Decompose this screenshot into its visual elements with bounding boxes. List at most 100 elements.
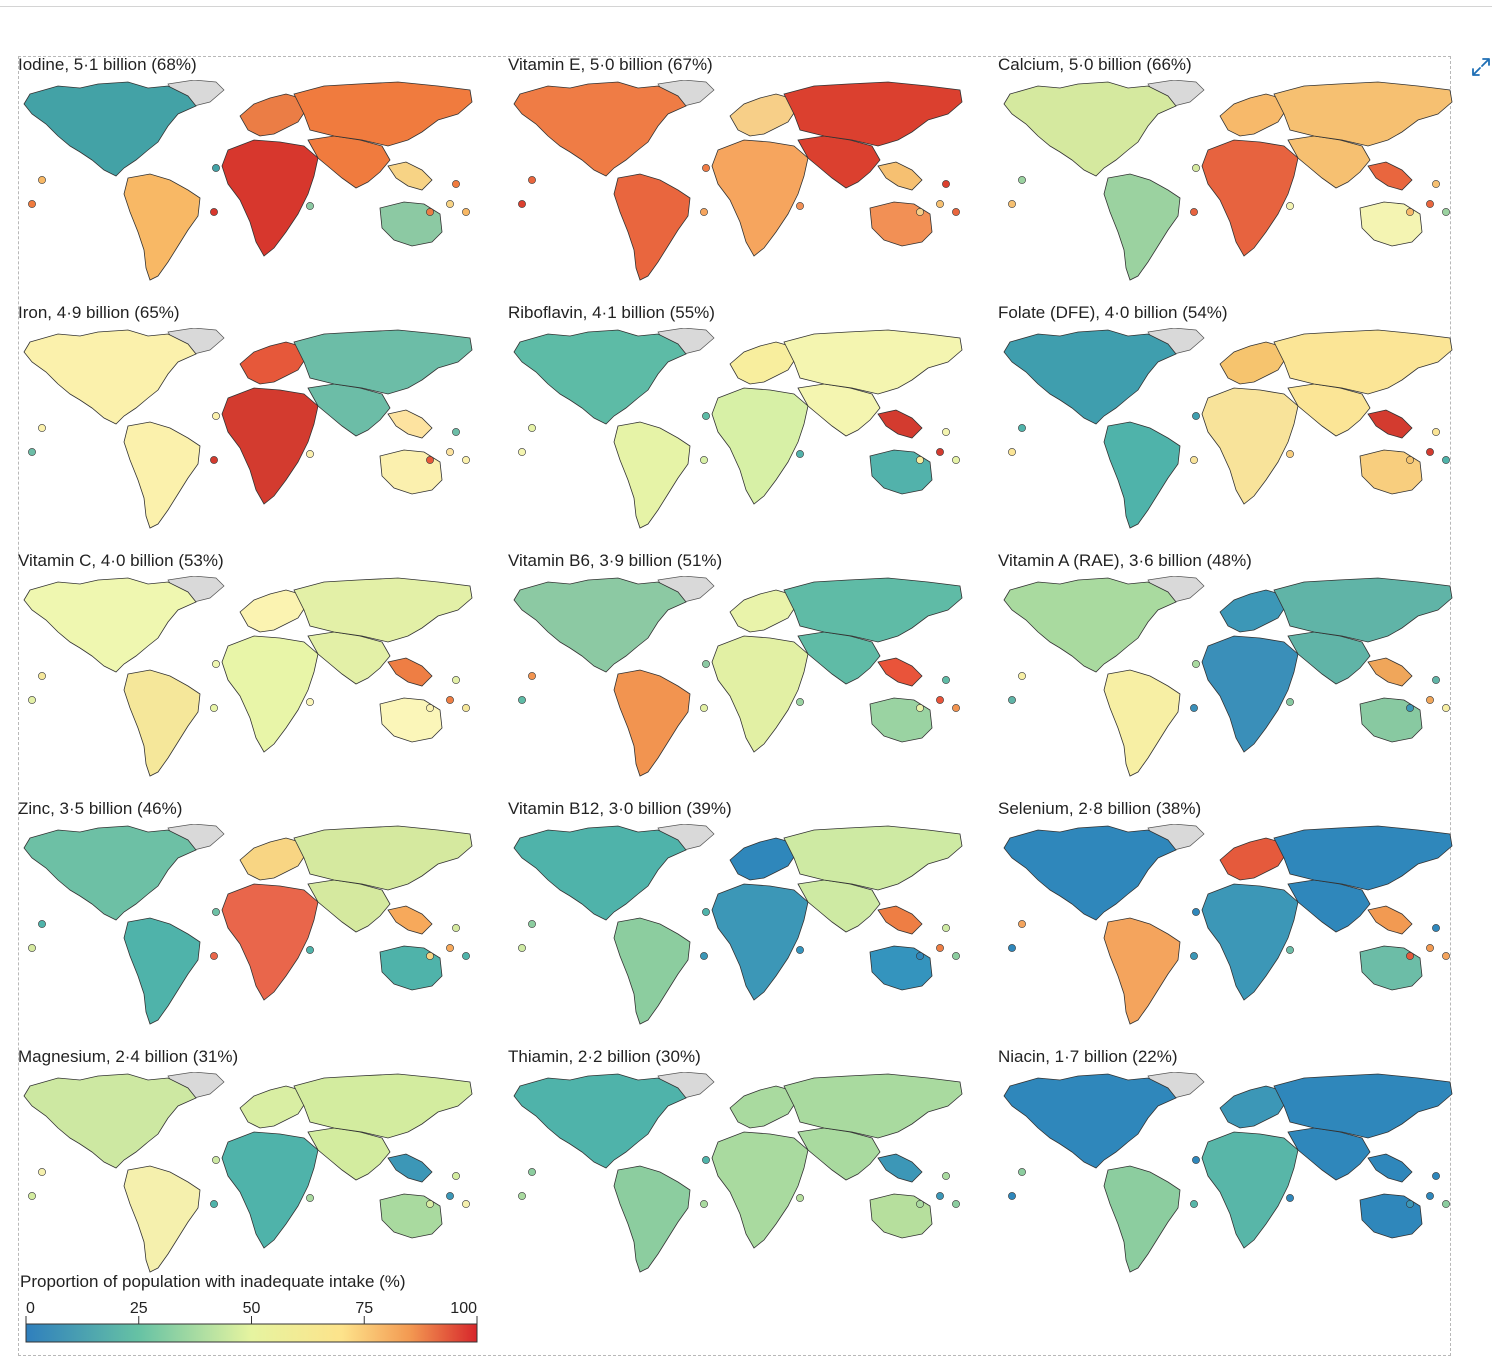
island-marker [700, 208, 708, 216]
island-marker [28, 696, 36, 704]
island-marker [1190, 456, 1198, 464]
southeast-asia-region [877, 905, 923, 935]
australia-region [869, 697, 933, 743]
island-marker [1426, 200, 1434, 208]
panel-title: Vitamin A (RAE), 3·6 billion (48%) [998, 551, 1252, 570]
island-marker [1286, 450, 1294, 458]
north-america-region [1003, 329, 1177, 425]
island-marker [1286, 202, 1294, 210]
island-marker [1426, 1192, 1434, 1200]
world-map [23, 824, 473, 1025]
south-america-region [123, 1165, 201, 1273]
panel-title: Selenium, 2·8 billion (38%) [998, 799, 1202, 818]
north-america-region [23, 577, 197, 673]
expand-button[interactable] [1468, 54, 1492, 80]
island-marker [212, 660, 220, 668]
panel-title: Iodine, 5·1 billion (68%) [18, 55, 197, 74]
island-marker [1432, 428, 1440, 436]
map-panel: Iodine, 5·1 billion (68%) [18, 54, 478, 286]
island-marker [1442, 1200, 1450, 1208]
world-map [513, 576, 963, 777]
island-marker [796, 1194, 804, 1202]
africa-region [1201, 387, 1299, 505]
europe-region [1219, 93, 1287, 137]
island-marker [1286, 946, 1294, 954]
europe-region [1219, 589, 1287, 633]
island-marker [38, 672, 46, 680]
island-marker [462, 1200, 470, 1208]
north-america-region [1003, 577, 1177, 673]
south-america-region [613, 1165, 691, 1273]
island-marker [212, 1156, 220, 1164]
australia-region [869, 1193, 933, 1239]
island-marker [1008, 200, 1016, 208]
africa-region [221, 635, 319, 753]
south-america-region [123, 917, 201, 1025]
asia-russia-region [1273, 81, 1453, 147]
africa-region [1201, 1131, 1299, 1249]
figure-frame [18, 56, 1451, 1356]
island-marker [916, 456, 924, 464]
island-marker [528, 920, 536, 928]
island-marker [1426, 696, 1434, 704]
island-marker [1426, 944, 1434, 952]
world-map [1003, 80, 1453, 281]
island-marker [462, 952, 470, 960]
asia-russia-region [783, 81, 963, 147]
island-marker [212, 164, 220, 172]
europe-region [729, 1085, 797, 1129]
island-marker [1192, 908, 1200, 916]
africa-region [221, 1131, 319, 1249]
island-marker [796, 450, 804, 458]
europe-region [729, 589, 797, 633]
island-marker [446, 200, 454, 208]
australia-region [1359, 697, 1423, 743]
island-marker [306, 202, 314, 210]
island-marker [916, 1200, 924, 1208]
asia-russia-region [293, 577, 473, 643]
north-america-region [23, 1073, 197, 1169]
island-marker [1192, 164, 1200, 172]
southeast-asia-region [1367, 161, 1413, 191]
island-marker [518, 696, 526, 704]
panel-title: Folate (DFE), 4·0 billion (54%) [998, 303, 1228, 322]
island-marker [452, 428, 460, 436]
island-marker [1018, 920, 1026, 928]
island-marker [936, 1192, 944, 1200]
island-marker [796, 202, 804, 210]
island-marker [952, 704, 960, 712]
africa-region [711, 635, 809, 753]
southeast-asia-region [877, 1153, 923, 1183]
island-marker [1406, 1200, 1414, 1208]
south-america-region [1103, 1165, 1181, 1273]
map-panel: Riboflavin, 4·1 billion (55%) [508, 302, 968, 534]
island-marker [518, 448, 526, 456]
island-marker [1008, 944, 1016, 952]
island-marker [462, 704, 470, 712]
island-marker [702, 1156, 710, 1164]
island-marker [306, 946, 314, 954]
map-panel: Calcium, 5·0 billion (66%) [998, 54, 1458, 286]
map-panel: Vitamin A (RAE), 3·6 billion (48%) [998, 550, 1458, 782]
island-marker [1192, 660, 1200, 668]
island-marker [212, 908, 220, 916]
north-america-region [1003, 81, 1177, 177]
island-marker [952, 456, 960, 464]
island-marker [446, 696, 454, 704]
southeast-asia-region [387, 905, 433, 935]
legend-tick-label: 0 [26, 1300, 35, 1317]
island-marker [1018, 176, 1026, 184]
expand-icon [1472, 58, 1490, 76]
panel-title: Vitamin B6, 3·9 billion (51%) [508, 551, 723, 570]
africa-region [221, 139, 319, 257]
panel-title: Niacin, 1·7 billion (22%) [998, 1047, 1178, 1066]
island-marker [1008, 448, 1016, 456]
asia-russia-region [1273, 1073, 1453, 1139]
southeast-asia-region [1367, 657, 1413, 687]
south-america-region [123, 669, 201, 777]
north-america-region [1003, 1073, 1177, 1169]
southeast-asia-region [1367, 1153, 1413, 1183]
north-america-region [513, 329, 687, 425]
south-america-region [123, 421, 201, 529]
island-marker [702, 164, 710, 172]
